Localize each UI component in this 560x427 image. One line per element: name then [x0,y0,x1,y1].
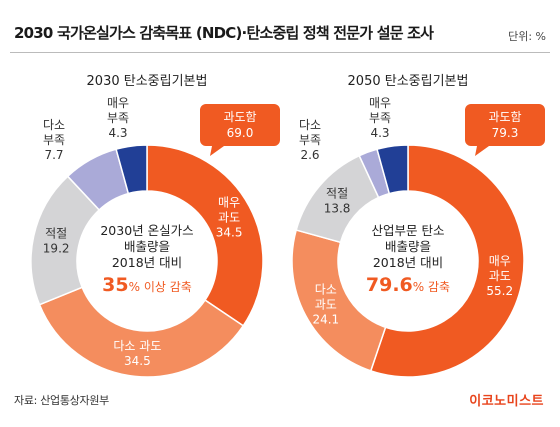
center-text-line: 배출량을 [385,239,431,254]
slice-2 [291,229,387,372]
slice-name-label: 매우 [107,96,129,110]
slice-name-label: 적절 [326,186,348,200]
slice-value-label: 24.1 [312,313,339,327]
source-note: 자료: 산업통상자원부 [14,394,109,407]
slice-name-label: 다소 과도 [113,339,161,353]
center-text-line: 배출량을 [124,239,170,254]
slice-name-label: 부족 [299,133,321,147]
callout-value: 69.0 [227,126,254,140]
slice-name-label: 다소 [43,118,65,132]
page-title: 2030 국가온실가스 감축목표 (NDC)·탄소중립 정책 전문가 설문 조사 [14,24,434,42]
slice-name-label: 과도 [218,210,240,224]
slice-value-label: 19.2 [43,242,70,256]
chart-title: 2050 탄소중립기본법 [348,74,469,89]
slice-name-label: 과도 [489,269,511,283]
title-divider [10,52,550,53]
unit-label: 단위: % [508,30,546,43]
slice-name-label: 부족 [43,133,65,147]
slice-5 [376,144,409,195]
slice-name-label: 매우 [369,96,391,110]
callout-bubble [465,104,545,156]
slice-name-label: 다소 [299,118,321,132]
slice-value-label: 2.6 [300,148,319,162]
slice-2 [38,286,245,378]
brand-logo: 이코노미스트 [469,394,544,409]
slice-name-label: 다소 [315,283,337,297]
slice-value-label: 7.7 [44,148,63,162]
chart-title: 2030 탄소중립기본법 [87,74,208,89]
callout-bubble [200,104,280,156]
center-text-line: 2030년 온실가스 [100,223,193,238]
callout-value: 79.3 [492,126,519,140]
center-text-line: 산업부문 탄소 [372,223,445,238]
slice-name-label: 과도 [315,298,337,312]
slice-value-label: 34.5 [216,225,243,239]
slice-value-label: 4.3 [108,126,127,140]
slice-name-label: 부족 [107,111,129,125]
slice-name-label: 매우 [218,195,240,209]
slice-name-label: 매우 [489,254,511,268]
donut-chart-2: 2050 탄소중립기본법매우과도55.2다소과도24.1적절13.8다소부족2.… [291,74,545,378]
slice-1 [369,144,525,378]
slice-value-label: 4.3 [370,126,389,140]
center-text-line: 2018년 대비 [112,255,182,270]
center-highlight: 79.6% 감축 [366,274,450,296]
slice-5 [115,144,148,195]
slice-name-label: 부족 [369,111,391,125]
slice-value-label: 55.2 [486,284,513,298]
center-highlight: 35% 이상 감축 [102,274,192,296]
slice-value-label: 34.5 [124,354,151,368]
slice-value-label: 13.8 [324,201,351,215]
callout-label: 과도함 [223,110,256,124]
callout-label: 과도함 [488,110,521,124]
slice-1 [146,144,264,327]
center-text-line: 2018년 대비 [373,255,443,270]
slice-name-label: 적절 [45,227,67,241]
